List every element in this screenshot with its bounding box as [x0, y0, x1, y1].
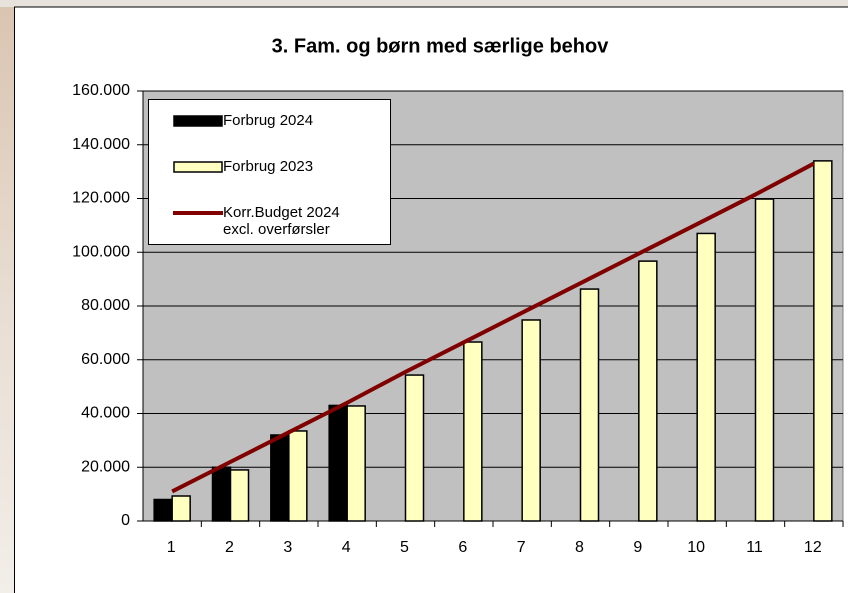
bar: [171, 495, 191, 522]
x-tick-label: 2: [225, 539, 234, 556]
bar: [153, 498, 173, 522]
x-tick-label: 1: [167, 539, 176, 556]
bar: [521, 319, 541, 522]
bar: [404, 374, 425, 522]
bar: [328, 404, 348, 522]
bar: [579, 288, 600, 522]
legend-entry: Korr.Budget 2024 excl. overførsler: [173, 204, 363, 238]
bar: [754, 198, 775, 522]
bar: [288, 430, 308, 522]
bar: [463, 341, 483, 522]
bar: [813, 160, 833, 522]
y-tick-label: 60.000: [81, 351, 130, 368]
bar: [211, 466, 232, 522]
y-tick-label: 100.000: [72, 243, 130, 260]
legend-label: Forbrug 2023: [223, 158, 314, 175]
bar: [696, 232, 716, 522]
bar: [346, 405, 366, 522]
y-tick-label: 0: [121, 512, 130, 529]
x-tick-label: 6: [458, 539, 467, 556]
y-tick-label: 160.000: [72, 82, 130, 99]
legend-swatch: [173, 115, 223, 127]
x-tick-label: 7: [517, 539, 526, 556]
legend-label: Forbrug 2024: [223, 112, 314, 129]
chart-title: 3. Fam. og børn med særlige behov: [272, 35, 610, 57]
y-tick-label: 20.000: [81, 458, 130, 475]
x-tick-label: 5: [400, 539, 409, 556]
legend-swatch: [173, 161, 223, 173]
legend-entry: Forbrug 2024: [173, 112, 363, 129]
bar: [638, 260, 658, 522]
legend-mark: [173, 161, 223, 173]
y-tick-label: 40.000: [81, 405, 130, 422]
y-tick-label: 80.000: [81, 297, 130, 314]
bar: [270, 434, 290, 522]
x-tick-label: 11: [746, 539, 763, 556]
line: [171, 161, 815, 494]
legend-label: Korr.Budget 2024 excl. overførsler: [223, 204, 340, 238]
y-tick-label: 140.000: [72, 136, 130, 153]
x-tick-label: 8: [575, 539, 584, 556]
top-strip: [0, 0, 848, 7]
side-strip: [0, 0, 14, 593]
x-tick-label: 9: [633, 539, 642, 556]
y-tick-label: 120.000: [72, 190, 130, 207]
bar: [229, 469, 250, 522]
x-tick-label: 3: [283, 539, 292, 556]
legend: Forbrug 2024 Forbrug 2023 Korr.Budget 2024…: [148, 99, 391, 245]
legend-entry: Forbrug 2023: [173, 158, 363, 175]
x-tick-label: 12: [804, 539, 822, 556]
x-tick-label: 4: [342, 539, 351, 556]
legend-swatch: [173, 211, 223, 215]
legend-mark: [173, 115, 223, 127]
x-tick-label: 10: [687, 539, 705, 556]
